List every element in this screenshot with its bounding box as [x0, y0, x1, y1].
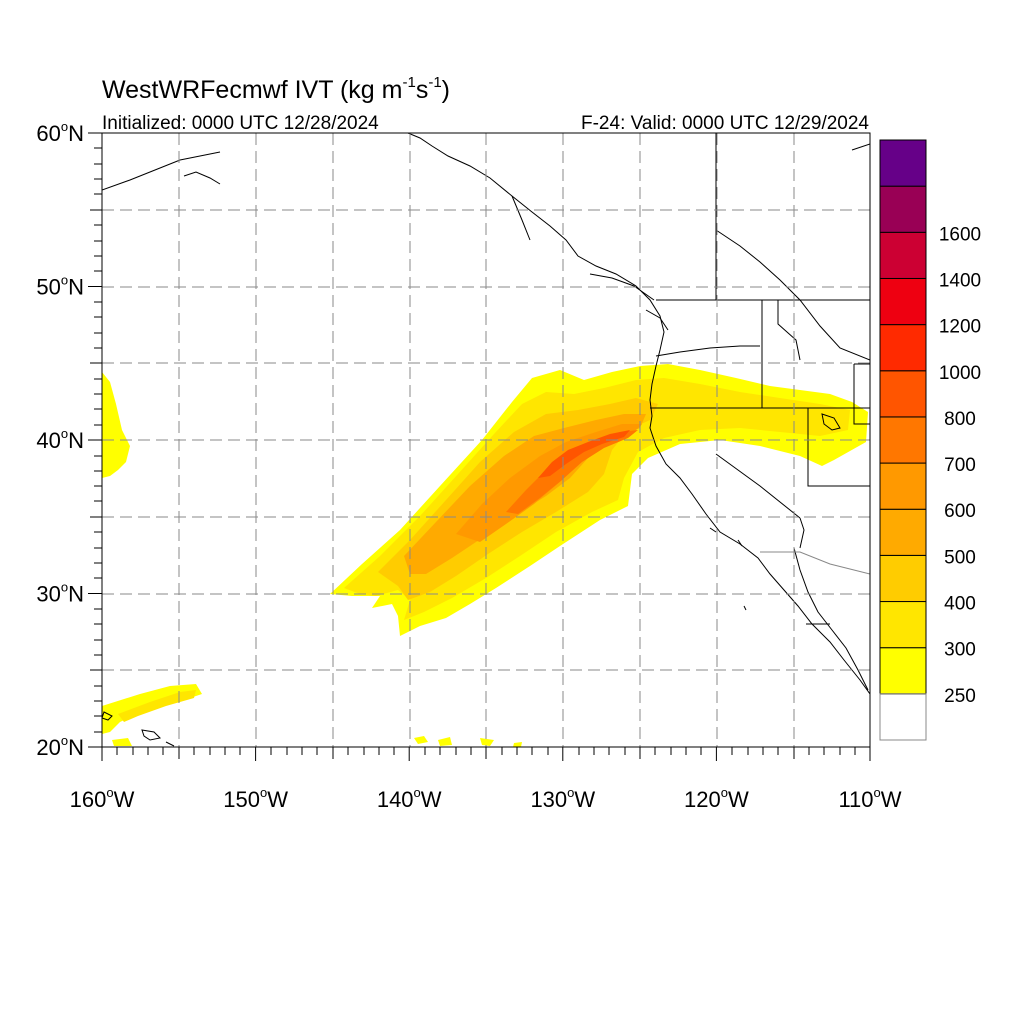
- map-panel: [102, 133, 870, 747]
- lon-tick-label: 130oW: [530, 785, 595, 812]
- colorbar: 250 300 400 500 600 700 800 1000 1200 1400 1600: [879, 139, 981, 741]
- colorbar-label: 1600: [939, 224, 981, 245]
- colorbar-label: 600: [944, 501, 976, 522]
- colorbar-swatch: [879, 416, 927, 464]
- colorbar-label: 1400: [939, 270, 981, 291]
- colorbar-swatch: [879, 462, 927, 510]
- lat-tick-label: 50oN: [36, 273, 84, 300]
- colorbar-swatch: [879, 370, 927, 418]
- lon-axis-labels: 160oW 150oW 140oW 130oW 120oW 110oW: [70, 785, 902, 812]
- colorbar-swatch: [879, 185, 927, 233]
- lat-tick-label: 30oN: [36, 580, 84, 607]
- valid-time-label: F-24: Valid: 0000 UTC 12/29/2024: [581, 113, 869, 134]
- colorbar-label: 800: [944, 409, 976, 430]
- lon-tick-label: 150oW: [223, 785, 288, 812]
- ivt-shading: [102, 364, 868, 747]
- colorbar-swatch: [879, 277, 927, 326]
- chart-title: WestWRFecmwf IVT (kg m-1s-1): [102, 74, 450, 104]
- colorbar-swatch: [879, 554, 927, 603]
- lat-tick-label: 20oN: [36, 733, 84, 760]
- lat-tick-label: 40oN: [36, 426, 84, 453]
- coastlines: [102, 133, 870, 747]
- lat-tick-label: 60oN: [36, 119, 84, 146]
- ivt-contour-800: [538, 430, 630, 478]
- ivt-contour-700: [506, 430, 638, 514]
- axis-major-ticks: [88, 132, 871, 761]
- colorbar-label: 700: [944, 455, 976, 476]
- colorbar-swatch: [879, 139, 927, 187]
- lon-tick-label: 110oW: [838, 785, 901, 812]
- axis-minor-ticks: [90, 147, 856, 759]
- lon-tick-label: 160oW: [70, 785, 135, 812]
- colorbar-label: 1000: [939, 363, 981, 384]
- grid-lines: [102, 133, 870, 747]
- colorbar-label: 400: [944, 594, 976, 615]
- colorbar-swatch: [879, 693, 927, 741]
- colorbar-bottom-frame: [879, 693, 927, 741]
- colorbar-swatch: [879, 601, 927, 649]
- ivt-fleck-south: [112, 736, 522, 747]
- colorbar-swatch: [879, 647, 927, 695]
- lon-tick-label: 120oW: [684, 785, 749, 812]
- ivt-patch-west: [102, 372, 130, 478]
- colorbar-label: 250: [944, 686, 976, 707]
- ivt-patch-hawaii-300: [118, 690, 196, 722]
- colorbar-label: 300: [944, 640, 976, 661]
- colorbar-label: 500: [944, 547, 976, 568]
- colorbar-swatch: [879, 231, 927, 279]
- lat-axis-labels: 60oN 50oN 40oN 30oN 20oN: [36, 119, 84, 760]
- init-time-label: Initialized: 0000 UTC 12/28/2024: [102, 113, 379, 134]
- political-borders: [650, 133, 870, 625]
- lon-tick-label: 140oW: [377, 785, 442, 812]
- colorbar-label: 1200: [939, 317, 981, 338]
- colorbar-swatch: [879, 508, 927, 556]
- colorbar-swatch: [879, 324, 927, 372]
